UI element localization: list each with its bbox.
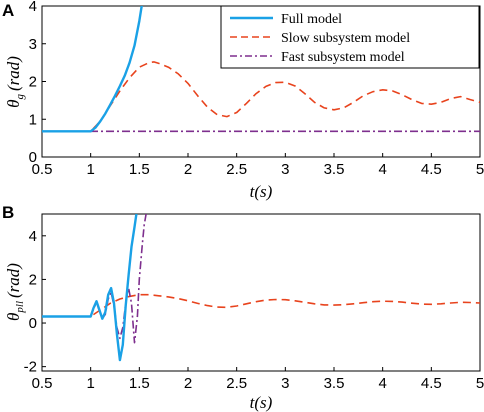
x-tick-label: 1 <box>86 161 94 178</box>
panel-a-x-axis-label: t(s) <box>250 182 273 201</box>
x-tick-label: 0.5 <box>32 161 53 178</box>
series-line-full-model <box>42 214 138 362</box>
panel-a-label: A <box>2 1 14 20</box>
x-tick-label: 0.5 <box>32 375 53 392</box>
x-tick-label: 3 <box>281 375 289 392</box>
y-tick-label: 0 <box>29 149 37 166</box>
y-tick-label: 4 <box>29 0 37 15</box>
x-tick-label: 4 <box>378 161 386 178</box>
series-line-full-model <box>42 6 143 133</box>
panel-b-lines <box>42 214 480 362</box>
panel-b: B 0.5 1 1.5 2 2.5 3 3.5 4 4.5 5 -2 0 2 4 t(s) θpll(r… <box>2 203 484 412</box>
x-tick-label: 4.5 <box>421 375 442 392</box>
y-tick-label: 0 <box>29 315 37 332</box>
panel-a: A 0.5 1 1.5 2 2.5 3 3.5 4 4.5 5 0 1 2 3 4 t(s) θg(rad… <box>2 0 484 201</box>
y-tick-label: 1 <box>29 111 37 128</box>
panel-b-x-ticks: 0.5 1 1.5 2 2.5 3 3.5 4 4.5 5 <box>32 367 484 392</box>
x-tick-label: 2 <box>184 161 192 178</box>
x-tick-label: 1.5 <box>129 161 150 178</box>
x-tick-label: 4 <box>378 375 386 392</box>
y-tick-label: 2 <box>29 271 37 288</box>
x-tick-label: 2.5 <box>226 161 247 178</box>
x-tick-label: 5 <box>476 161 484 178</box>
x-tick-label: 4.5 <box>421 161 442 178</box>
x-tick-label: 3.5 <box>324 161 345 178</box>
legend-entry-full-model: Full model <box>281 12 342 27</box>
panel-b-x-axis-label: t(s) <box>250 393 273 412</box>
x-tick-label: 1.5 <box>129 375 150 392</box>
panel-b-y-ticks: -2 0 2 4 <box>24 228 46 376</box>
series-line-slow-subsystem-model <box>42 293 480 318</box>
panel-b-y-axis-label: θpll(rad) <box>4 263 26 321</box>
panel-b-frame <box>41 213 481 372</box>
x-tick-label: 1 <box>86 375 94 392</box>
panel-a-lines <box>42 6 480 133</box>
legend: Full model Slow subsystem model Fast sub… <box>220 5 480 69</box>
panel-a-x-ticks: 0.5 1 1.5 2 2.5 3 3.5 4 4.5 5 <box>32 153 484 178</box>
x-tick-label: 3 <box>281 161 289 178</box>
legend-entry-fast-model: Fast subsystem model <box>281 50 405 65</box>
panel-a-y-axis-label: θg(rad) <box>4 56 26 108</box>
series-line-fast-subsystem-model <box>42 214 147 344</box>
y-tick-label: 3 <box>29 36 37 53</box>
x-tick-label: 3.5 <box>324 375 345 392</box>
x-tick-label: 2.5 <box>226 375 247 392</box>
y-tick-label: 2 <box>29 74 37 91</box>
legend-entry-slow-model: Slow subsystem model <box>281 31 410 46</box>
panel-b-label: B <box>2 203 14 222</box>
panel-a-y-ticks: 0 1 2 3 4 <box>29 0 46 166</box>
y-tick-label: -2 <box>24 359 37 376</box>
x-tick-label: 2 <box>184 375 192 392</box>
x-tick-label: 5 <box>476 375 484 392</box>
y-tick-label: 4 <box>29 228 37 245</box>
series-line-slow-subsystem-model <box>42 61 480 133</box>
